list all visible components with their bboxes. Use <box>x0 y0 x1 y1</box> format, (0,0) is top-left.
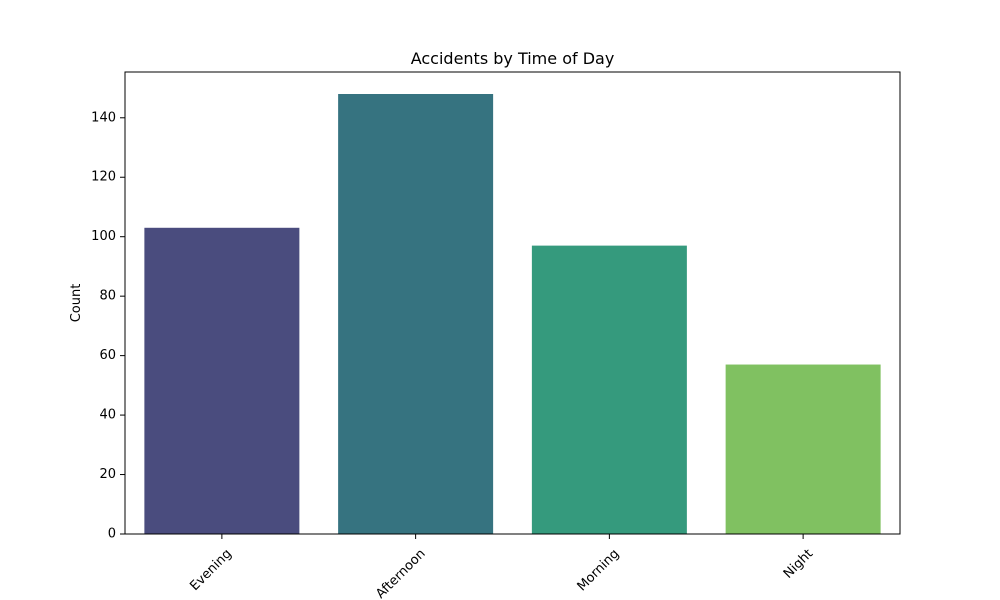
y-axis-label: Count <box>69 284 84 323</box>
y-tick-label: 100 <box>91 229 116 244</box>
bar-evening <box>144 227 300 534</box>
y-tick-label: 140 <box>91 110 116 125</box>
x-tick-label: Night <box>781 546 816 581</box>
plot-area-frame <box>124 71 901 535</box>
bar-afternoon <box>338 94 494 534</box>
y-tick-label: 0 <box>108 527 116 542</box>
x-tick-label: Evening <box>187 546 235 594</box>
y-tick-label: 120 <box>91 170 116 185</box>
chart-title: Accidents by Time of Day <box>411 49 615 68</box>
x-axis-ticks: Evening Afternoon Morning Night <box>187 534 816 600</box>
x-tick-label: Morning <box>575 546 623 594</box>
bar-morning <box>531 245 687 534</box>
bars-group <box>144 94 881 534</box>
y-tick-label: 80 <box>99 289 116 304</box>
y-axis-ticks: 0 20 40 60 80 100 120 140 <box>91 110 125 542</box>
y-tick-label: 60 <box>99 348 116 363</box>
x-tick-label: Afternoon <box>373 546 428 600</box>
y-tick-label: 20 <box>99 467 116 482</box>
y-tick-label: 40 <box>99 408 116 423</box>
bar-night <box>725 364 881 534</box>
